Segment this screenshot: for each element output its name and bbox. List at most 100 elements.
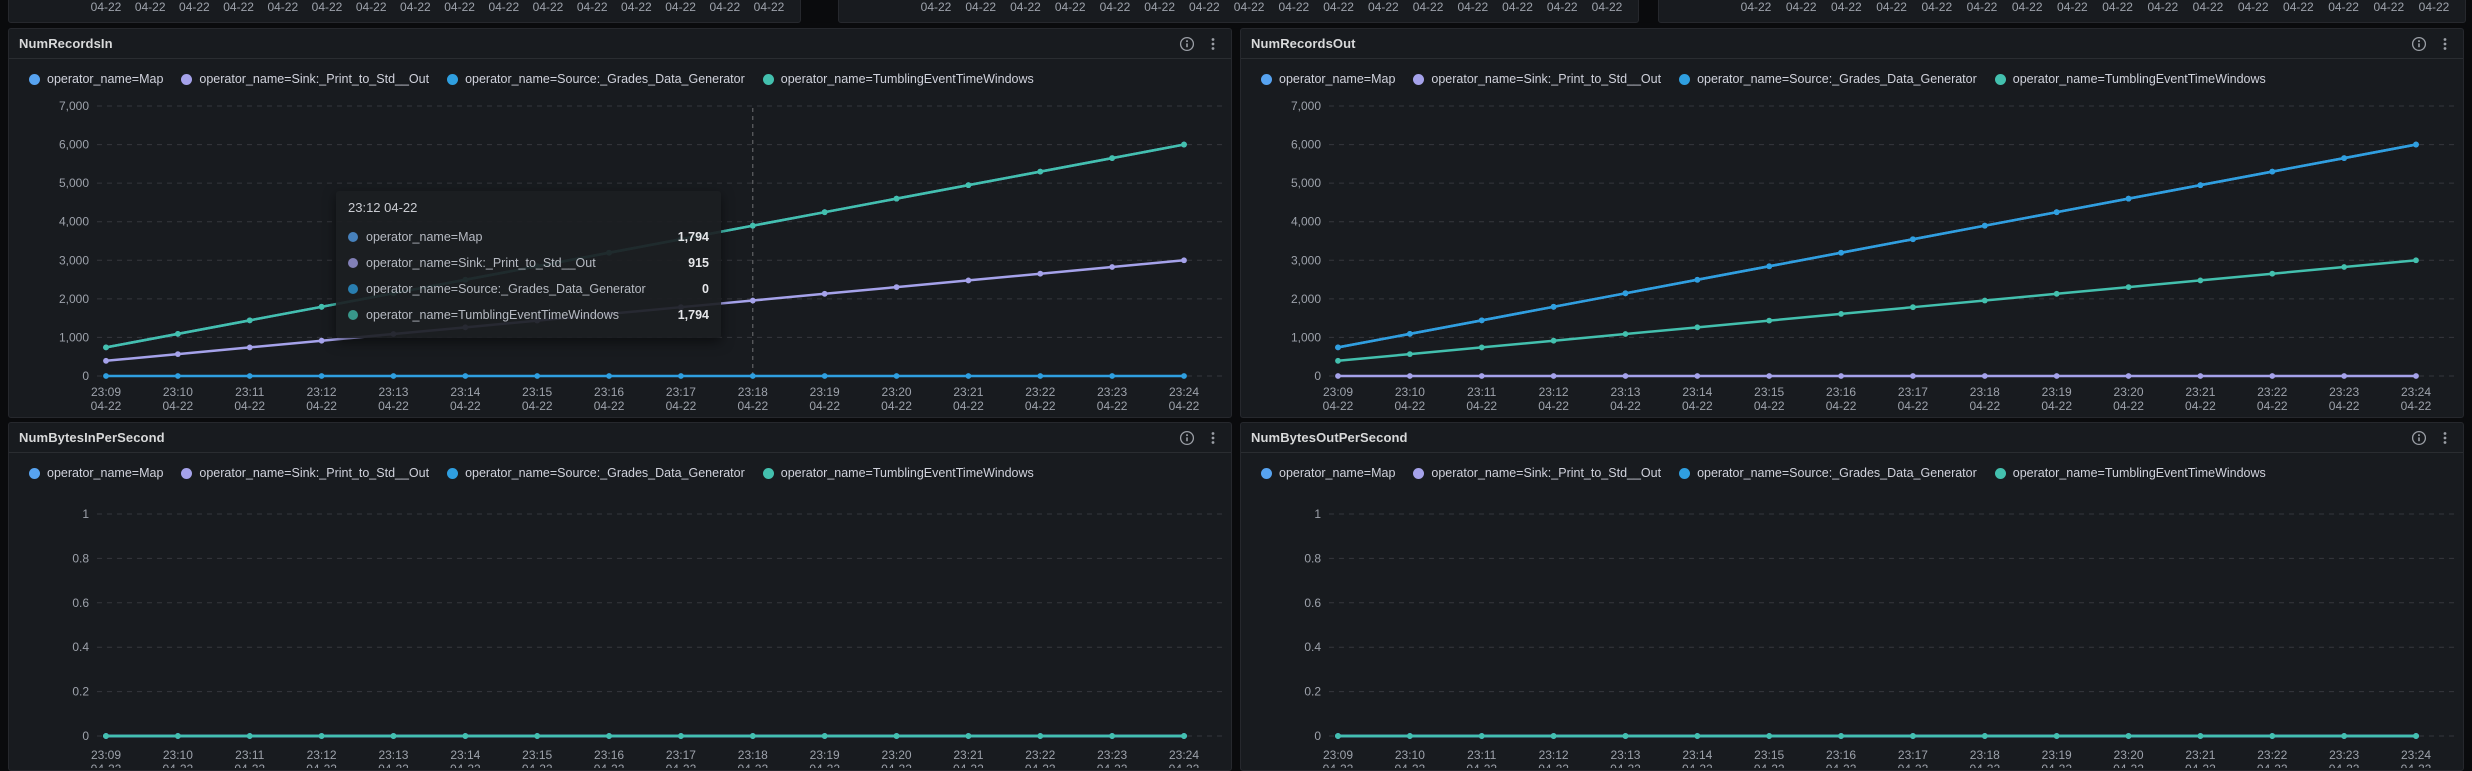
- legend-item-series-1[interactable]: operator_name=Sink:_Print_to_Std__Out: [181, 466, 429, 480]
- x-axis-time-label: 23:10: [1395, 385, 1425, 399]
- chart-plot[interactable]: 10.80.60.40.2023:0904-2223:1004-2223:110…: [9, 423, 1231, 770]
- series-point-marker: [1838, 249, 1844, 256]
- legend-item-series-3[interactable]: operator_name=TumblingEventTimeWindows: [1994, 466, 2266, 480]
- info-icon[interactable]: [2411, 36, 2427, 52]
- series-point-marker: [1838, 311, 1844, 317]
- legend-item-series-1[interactable]: operator_name=Sink:_Print_to_Std__Out: [1413, 72, 1661, 86]
- x-axis-date-label: 04-22: [355, 0, 387, 14]
- x-axis-date-label: 04-22: [1323, 762, 1354, 768]
- legend-item-series-3[interactable]: operator_name=TumblingEventTimeWindows: [762, 72, 1034, 86]
- series-point-marker: [821, 290, 828, 297]
- chart-plot[interactable]: 10.80.60.40.2023:0904-2223:1004-2223:110…: [1241, 423, 2463, 770]
- x-axis-time-label: 23:23: [2329, 748, 2359, 762]
- legend-item-series-0[interactable]: operator_name=Map: [1261, 466, 1395, 480]
- x-axis-date-label: 04-22: [965, 0, 997, 14]
- y-axis-tick-label: 0: [82, 729, 89, 743]
- y-axis-tick-label: 1,000: [1291, 330, 1321, 344]
- legend-item-series-3[interactable]: operator_name=TumblingEventTimeWindows: [762, 466, 1034, 480]
- y-axis-tick-label: 0: [1314, 729, 1321, 743]
- legend-series-dot: [447, 467, 459, 479]
- legend-series-label: operator_name=Sink:_Print_to_Std__Out: [1431, 72, 1662, 86]
- x-axis-time-label: 23:16: [594, 385, 624, 399]
- tooltip-series-label: operator_name=TumblingEventTimeWindows: [366, 308, 620, 322]
- x-axis-date-label: 04-22: [594, 399, 625, 413]
- x-axis-date-label: 04-22: [1538, 399, 1569, 413]
- info-icon[interactable]: [1179, 36, 1195, 52]
- x-axis-time-label: 23:11: [235, 748, 264, 762]
- x-axis-time-label: 23:18: [1970, 385, 2000, 399]
- y-axis-tick-label: 2,000: [59, 292, 89, 306]
- clipped-panel: 04-22 04-22 04-22 04-22 04-22 04-22 04-22 04-22…: [838, 0, 1639, 23]
- x-axis-date-label: 04-22: [179, 0, 210, 14]
- x-axis-time-label: 23:09: [91, 748, 121, 762]
- x-axis-date-label: 04-22: [378, 762, 409, 768]
- x-axis-date-label: 04-22: [666, 762, 697, 768]
- legend-item-series-0[interactable]: operator_name=Map: [29, 466, 163, 480]
- legend-item-series-0[interactable]: operator_name=Map: [29, 72, 163, 86]
- legend-item-series-1[interactable]: operator_name=Sink:_Print_to_Std__Out: [1413, 466, 1661, 480]
- series-point-marker: [2197, 277, 2204, 284]
- legend-item-series-1[interactable]: operator_name=Sink:_Print_to_Std__Out: [181, 72, 429, 86]
- legend-series-dot: [1413, 73, 1425, 85]
- x-axis-time-label: 23:24: [1169, 385, 1199, 399]
- series-point-marker: [1838, 373, 1844, 379]
- y-axis-tick-label: 6,000: [1291, 138, 1321, 152]
- series-point-marker: [1766, 373, 1773, 379]
- y-axis-tick-label: 0.6: [1304, 596, 1321, 610]
- tooltip-series-dot: [348, 232, 358, 242]
- kebab-menu-icon[interactable]: [1205, 36, 1221, 52]
- panel-header: NumRecordsOut: [1241, 29, 2463, 59]
- legend-item-series-2[interactable]: operator_name=Source:_Grades_Data_Genera…: [1679, 466, 1977, 480]
- x-axis-date-label: 04-22: [665, 0, 696, 14]
- series-point-marker: [103, 357, 109, 364]
- x-axis-date-label: 04-22: [1189, 0, 1220, 14]
- legend-series-label: operator_name=Sink:_Print_to_Std__Out: [199, 72, 430, 86]
- tooltip-row: operator_name=Map 1,794: [348, 224, 709, 250]
- legend-item-series-2[interactable]: operator_name=Source:_Grades_Data_Genera…: [1679, 72, 1977, 86]
- series-point-marker: [1981, 222, 1988, 229]
- x-axis-date-label: 04-22: [1097, 399, 1128, 413]
- kebab-menu-icon[interactable]: [1205, 430, 1221, 446]
- x-axis-date-label: 04-22: [306, 399, 337, 413]
- x-axis-date-label: 04-22: [1921, 0, 1953, 14]
- legend-item-series-2[interactable]: operator_name=Source:_Grades_Data_Genera…: [447, 466, 745, 480]
- x-axis-date-label: 04-22: [1502, 0, 1533, 14]
- series-point-marker: [2413, 733, 2419, 739]
- kebab-menu-icon[interactable]: [2437, 430, 2453, 446]
- tooltip-series-dot: [348, 284, 358, 294]
- y-axis-tick-label: 0.6: [72, 596, 89, 610]
- legend: operator_name=Map operator_name=Sink:_Pri…: [1261, 67, 2453, 91]
- series-point-marker: [2413, 373, 2419, 379]
- x-axis-date-label: 04-22: [2011, 0, 2043, 14]
- legend-series-dot: [181, 467, 193, 479]
- panel-title: NumBytesOutPerSecond: [1251, 430, 1408, 445]
- legend-item-series-0[interactable]: operator_name=Map: [1261, 72, 1395, 86]
- legend-item-series-2[interactable]: operator_name=Source:_Grades_Data_Genera…: [447, 72, 745, 86]
- series-point-marker: [103, 373, 109, 379]
- y-axis-tick-label: 1: [1314, 507, 1321, 521]
- kebab-menu-icon[interactable]: [2437, 36, 2453, 52]
- info-icon[interactable]: [1179, 430, 1195, 446]
- series-point-marker: [965, 373, 972, 379]
- x-axis-time-label: 23:15: [522, 748, 552, 762]
- series-point-marker: [749, 297, 756, 304]
- panel-title: NumRecordsOut: [1251, 36, 1356, 51]
- legend: operator_name=Map operator_name=Sink:_Pri…: [29, 461, 1221, 485]
- y-axis-tick-label: 0.4: [72, 640, 89, 654]
- clipped-panel: 04-22 04-22 04-22 04-22 04-22 04-22 04-22 04-22…: [8, 0, 801, 23]
- panel-num-bytes-in-per-second: NumBytesInPerSecond operator_name=Map ope…: [8, 422, 1232, 771]
- series-point-marker: [1910, 304, 1916, 311]
- legend-series-label: operator_name=Source:_Grades_Data_Genera…: [1697, 72, 1977, 86]
- legend-series-dot: [1679, 467, 1691, 479]
- series-point-marker: [174, 373, 181, 379]
- panel-title: NumBytesInPerSecond: [19, 430, 165, 445]
- series-point-marker: [174, 733, 181, 739]
- chart-plot[interactable]: 7,000 6,000 5,000 4,000 3,000 2,000 1,000 0 23:0…: [1241, 29, 2463, 417]
- legend-item-series-3[interactable]: operator_name=TumblingEventTimeWindows: [1994, 72, 2266, 86]
- y-axis-tick-label: 1,000: [59, 330, 89, 344]
- series-point-marker: [1181, 373, 1187, 379]
- info-icon[interactable]: [2411, 430, 2427, 446]
- series-point-marker: [893, 733, 900, 739]
- x-axis-date-label: 04-22: [2329, 762, 2360, 768]
- series-point-marker: [1694, 324, 1701, 331]
